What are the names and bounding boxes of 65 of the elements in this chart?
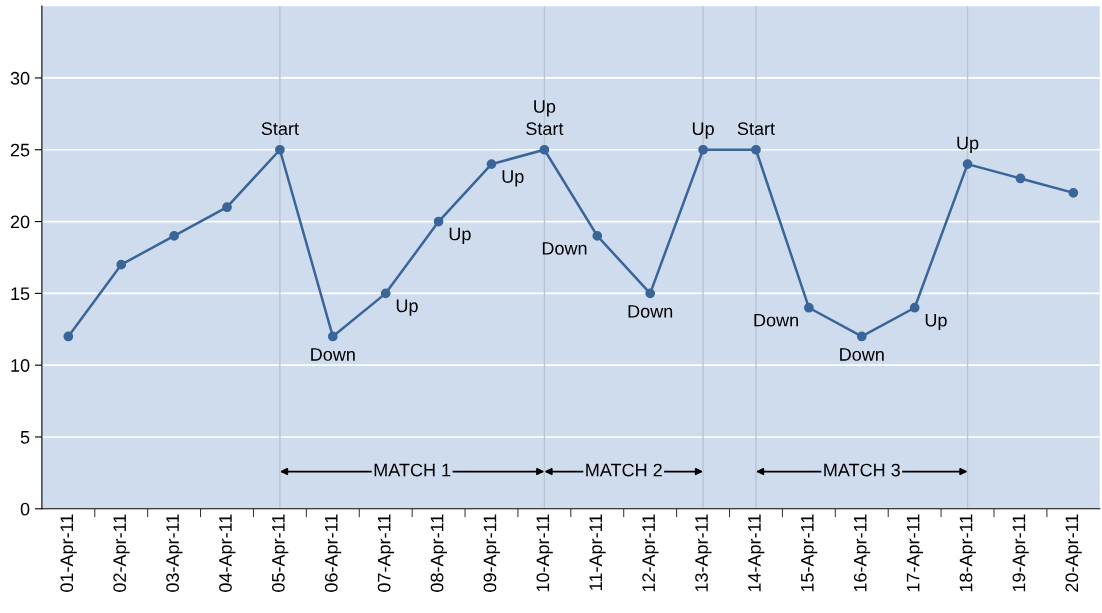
annotation: Up <box>396 299 418 316</box>
x-tick-label: 09-Apr-11 <box>483 514 500 592</box>
point <box>327 331 338 342</box>
annotation: Down <box>754 313 798 327</box>
x-tick-label: 07-Apr-11 <box>377 514 395 592</box>
x-tick-label: 15-Apr-11 <box>801 514 818 592</box>
point <box>804 302 814 313</box>
y-tick-label: 5 <box>20 431 30 444</box>
point <box>433 216 444 227</box>
y-tick-label: 25 <box>10 143 30 157</box>
x-tick-label: 12-Apr-11 <box>642 514 659 592</box>
point <box>856 331 867 342</box>
annotation: Up <box>925 313 947 331</box>
x-tick-label: 10-Apr-11 <box>536 514 553 592</box>
annotation: MATCH 2 <box>586 463 662 477</box>
x-tick-label: 04-Apr-11 <box>219 514 236 592</box>
x-tick-label: 02-Apr-11 <box>113 514 130 592</box>
x-tick-label: 03-Apr-11 <box>166 514 183 592</box>
x-tick-label: 11-Apr-11 <box>589 514 606 590</box>
point <box>116 259 127 270</box>
point <box>645 288 656 299</box>
point <box>592 231 603 241</box>
x-tick-label: 14-Apr-11 <box>748 514 765 592</box>
annotation: Start <box>261 122 299 136</box>
point <box>1068 187 1079 198</box>
annotation: Start <box>737 122 775 136</box>
annotation: MATCH 3 <box>824 463 900 477</box>
point <box>222 202 232 213</box>
point <box>1015 173 1026 184</box>
x-tick-label: 20-Apr-11 <box>1065 514 1082 592</box>
annotation: MATCH 1 <box>374 463 451 477</box>
point <box>169 231 179 241</box>
x-tick-label: 19-Apr-11 <box>1012 514 1029 592</box>
x-tick-label: 16-Apr-11 <box>853 514 871 592</box>
annotation: Start <box>526 122 564 136</box>
x-tick-label: 05-Apr-11 <box>271 514 289 592</box>
y-tick-label: 15 <box>11 287 30 301</box>
x-tick-label: 17-Apr-11 <box>906 514 924 592</box>
point <box>275 144 285 155</box>
x-tick-label: 01-Apr-11 <box>60 514 77 592</box>
point <box>486 159 497 169</box>
point <box>380 288 391 299</box>
point <box>751 144 761 155</box>
annotation: Down <box>542 242 587 255</box>
point <box>909 302 920 313</box>
y-tick-label: 10 <box>11 359 30 372</box>
annotation: Down <box>311 348 355 361</box>
point <box>63 331 74 342</box>
annotation: Down <box>628 305 673 318</box>
y-tick-label: 0 <box>20 502 30 516</box>
point <box>698 144 708 155</box>
x-tick-label: 18-Apr-11 <box>959 514 976 592</box>
annotation: Up <box>692 122 714 139</box>
x-tick-label: 13-Apr-11 <box>695 514 712 592</box>
annotation: Up <box>449 227 471 244</box>
x-tick-label: 08-Apr-11 <box>430 514 448 592</box>
point <box>539 144 550 155</box>
point <box>962 159 973 169</box>
annotation: Down <box>840 348 884 361</box>
x-tick-label: 06-Apr-11 <box>324 514 342 592</box>
y-tick-label: 20 <box>10 215 30 229</box>
annotation: Up <box>502 170 524 187</box>
annotation: Up <box>534 100 556 117</box>
annotation: Up <box>957 136 979 153</box>
y-tick-label: 30 <box>10 71 30 85</box>
